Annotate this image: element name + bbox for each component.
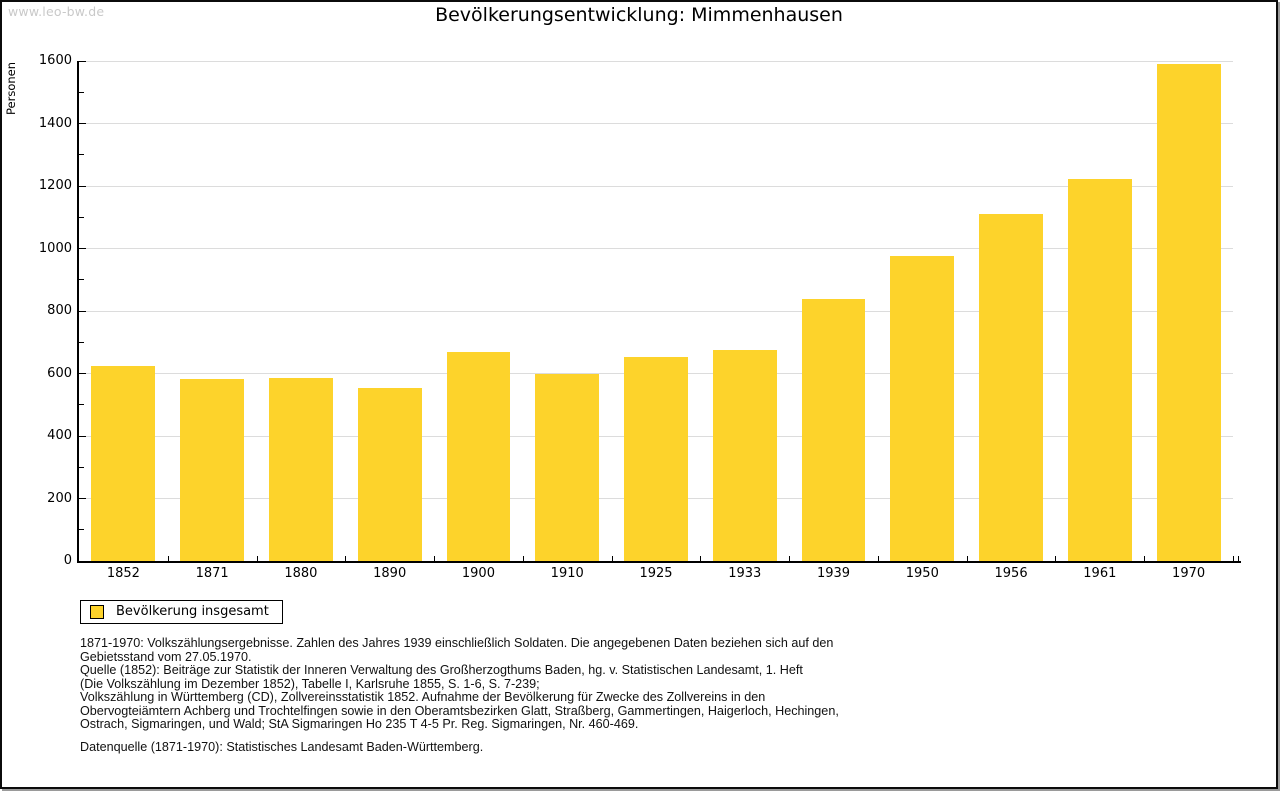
y-tick-label: 1200 [38,178,72,193]
footnote-line: (Die Volkszählung im Dezember 1852), Tab… [80,676,540,691]
footnote-line: Quelle (1852): Beiträge zur Statistik de… [80,663,803,677]
legend-label: Bevölkerung insgesamt [116,604,269,619]
bar [535,374,600,561]
x-boundary-tick [1144,556,1146,561]
bar [357,387,422,561]
x-boundary-tick [167,556,169,561]
x-boundary-tick [434,556,436,561]
y-major-tick [79,435,86,437]
x-axis-end-tick [1238,556,1239,561]
bar [890,256,955,561]
y-minor-tick [79,529,84,531]
x-tick-label: 1852 [106,566,140,581]
x-tick-label: 1950 [905,566,939,581]
y-major-tick [79,185,86,187]
x-boundary-tick [1233,556,1234,561]
x-tick-label: 1933 [728,566,762,581]
y-minor-tick [79,341,84,343]
y-minor-tick [79,216,84,218]
x-boundary-tick [256,556,258,561]
y-tick-label: 600 [47,365,72,381]
x-boundary-tick [522,556,524,561]
x-tick-label: 1900 [461,566,495,581]
bar [180,379,245,561]
x-tick-label: 1956 [994,566,1028,581]
bar [801,299,866,561]
y-minor-tick [79,154,84,156]
plot-area: 0 200 400 600 800 1000 1200 1400 1600 1852 1871 188… [39,53,1241,581]
y-tick-label: 200 [47,490,72,506]
footnote-line: Gebietsstand vom 27.05.1970. [80,649,252,664]
y-major-tick [79,373,86,374]
legend-swatch [90,604,104,619]
x-boundary-tick [345,556,347,561]
x-axis-line [77,561,1241,563]
y-axis-title: Personen [4,61,18,115]
bar [91,365,156,561]
x-tick-label: 1961 [1083,566,1117,581]
x-boundary-tick [1055,556,1057,561]
gridline [79,123,1233,124]
y-major-tick [79,248,86,249]
y-major-tick [79,310,86,312]
watermark: www.leo-bw.de [8,4,105,19]
footnote-line: Obervogteiämtern Achberg und Trochtelfin… [80,703,839,718]
y-tick-label: 1600 [38,53,72,68]
x-tick-label: 1880 [284,566,318,581]
footnotes: 1871-1970: Volkszählungsergebnisse. Zahl… [80,636,839,732]
chart-title: Bevölkerungsentwicklung: Mimmenhausen [435,4,843,26]
x-boundary-tick [789,556,791,561]
y-minor-tick [79,91,84,93]
y-tick-label: 400 [47,428,72,443]
y-axis-line [77,61,79,563]
x-tick-label: 1970 [1172,566,1206,581]
y-tick-label: 1400 [38,115,72,131]
x-tick-label: 1871 [195,566,229,581]
x-tick-label: 1925 [639,566,673,581]
y-tick-label: 0 [63,553,72,568]
bar [1156,64,1221,561]
x-boundary-tick [700,556,702,561]
x-tick-label: 1890 [373,566,407,581]
x-boundary-tick [877,556,879,561]
y-tick-label: 1000 [38,240,72,256]
bar [624,356,688,561]
y-major-tick [79,60,86,62]
datasource-line: Datenquelle (1871-1970): Statistisches L… [80,740,484,754]
gridline [79,185,1233,187]
gridline [79,248,1233,249]
y-major-tick [79,123,86,124]
footnote-line: 1871-1970: Volkszählungsergebnisse. Zahl… [80,636,834,650]
x-boundary-tick [966,556,968,561]
x-tick-label: 1939 [816,566,851,581]
y-minor-tick [79,279,84,281]
gridline [79,60,1233,62]
bar [712,349,777,561]
y-minor-tick [79,466,84,468]
legend: Bevölkerung insgesamt [80,600,283,624]
x-tick-label: 1910 [550,566,584,581]
x-boundary-tick [611,556,613,561]
gridline [79,310,1233,312]
footnote-line: Ostrach, Sigmaringen, und Wald; StA Sigm… [80,717,639,731]
bar [446,351,511,561]
footnote-line: Volkszählung in Württemberg (CD), Zollve… [80,690,766,704]
y-minor-tick [79,404,84,406]
bar [268,377,333,561]
bar [1067,178,1132,561]
bar [979,214,1044,561]
y-major-tick [79,498,86,499]
y-tick-label: 800 [47,303,72,318]
